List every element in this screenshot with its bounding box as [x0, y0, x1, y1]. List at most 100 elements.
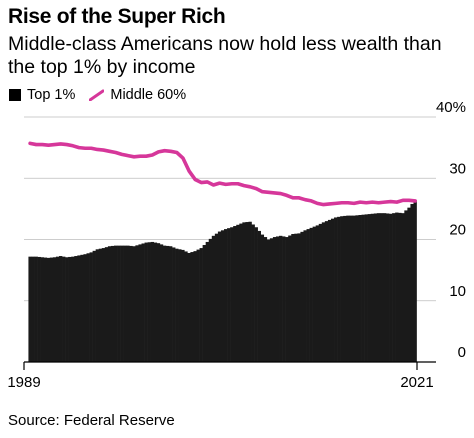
bar-top1 — [245, 222, 249, 362]
bar-top1 — [220, 230, 225, 362]
bar-top1 — [113, 245, 118, 362]
bar-top1 — [107, 246, 112, 362]
bar-top1 — [141, 243, 145, 362]
bar-top1 — [297, 233, 301, 362]
bar-top1 — [28, 256, 32, 362]
bar-top1 — [46, 257, 51, 362]
legend: Top 1% Middle 60% — [9, 87, 200, 103]
legend-swatch-middle60 — [89, 89, 105, 101]
legend-label-middle60: Middle 60% — [110, 87, 187, 103]
bar-top1 — [123, 245, 127, 362]
bar-top1 — [254, 227, 258, 362]
bar-top1 — [294, 233, 298, 362]
bar-top1 — [83, 254, 87, 362]
bar-top1 — [147, 242, 151, 362]
bar-top1 — [162, 245, 167, 362]
y-tick-label-30: 30 — [449, 160, 466, 177]
bar-top1 — [138, 244, 142, 362]
bar-top1 — [184, 251, 188, 362]
bar-top1 — [349, 215, 353, 362]
bar-top1 — [340, 216, 344, 362]
bar-top1 — [175, 248, 179, 362]
bar-top1 — [251, 224, 255, 362]
bar-top1 — [95, 249, 100, 362]
y-tick-label-0: 0 — [458, 344, 466, 361]
bar-top1 — [126, 245, 130, 362]
bar-top1 — [77, 255, 81, 362]
bar-top1 — [334, 217, 338, 362]
legend-item-top1: Top 1% — [9, 87, 75, 103]
bar-top1 — [269, 238, 274, 362]
bar-top1 — [227, 228, 231, 362]
bar-top1 — [74, 256, 78, 362]
bar-top1 — [120, 245, 124, 362]
bar-top1 — [144, 242, 148, 362]
bar-top1 — [392, 213, 396, 362]
bar-top1 — [65, 257, 69, 362]
bar-top1 — [288, 235, 292, 362]
bar-top1 — [34, 256, 38, 362]
bar-top1 — [324, 221, 329, 362]
bar-top1 — [404, 210, 408, 362]
bar-top1 — [358, 215, 362, 362]
legend-item-middle60: Middle 60% — [89, 87, 186, 103]
bar-top1 — [346, 215, 350, 362]
bar-top1 — [153, 242, 158, 362]
bar-top1 — [224, 229, 228, 362]
bar-top1 — [367, 214, 372, 362]
bar-top1 — [55, 256, 60, 362]
bar-top1 — [413, 200, 417, 362]
bar-top1 — [236, 224, 240, 362]
bar-top1 — [52, 257, 57, 362]
bar-top1 — [187, 252, 191, 362]
bar-top1 — [199, 248, 203, 362]
bar-top1 — [401, 213, 405, 362]
bar-top1 — [291, 233, 295, 362]
bar-top1 — [68, 256, 72, 362]
bar-top1 — [306, 229, 310, 362]
bar-top1 — [196, 249, 200, 362]
bar-top1 — [132, 246, 136, 362]
bar-top1 — [321, 222, 326, 362]
bar-top1 — [395, 212, 399, 362]
bar-top1 — [178, 249, 182, 362]
bar-top1 — [110, 245, 115, 362]
bar-top1 — [233, 226, 237, 362]
bar-top1 — [129, 245, 133, 362]
bar-top1 — [92, 250, 96, 362]
bar-top1 — [208, 238, 213, 362]
bar-top1 — [31, 256, 35, 362]
legend-label-top1: Top 1% — [27, 87, 76, 103]
bar-top1 — [318, 223, 323, 362]
legend-swatch-top1 — [9, 89, 21, 101]
y-tick-label-10: 10 — [449, 283, 466, 300]
line-middle60 — [28, 141, 417, 207]
bar-top1 — [71, 256, 75, 362]
bar-top1 — [86, 253, 90, 362]
axes — [23, 361, 436, 370]
y-tick-label-20: 20 — [449, 222, 466, 239]
bar-top1 — [242, 222, 246, 362]
bar-top1 — [300, 231, 304, 362]
bar-top1 — [58, 256, 63, 362]
bar-top1 — [370, 213, 375, 362]
bar-top1 — [282, 236, 286, 362]
bar-top1 — [327, 219, 332, 362]
bar-top1 — [214, 233, 219, 362]
bar-top1 — [49, 257, 54, 362]
bar-top1 — [364, 214, 368, 362]
bar-top1 — [172, 247, 176, 362]
bar-top1 — [98, 248, 103, 362]
bar-top1 — [303, 230, 307, 362]
bar-top1 — [379, 213, 384, 362]
bar-top1 — [248, 221, 252, 362]
bar-top1 — [410, 203, 414, 362]
bar-top1 — [361, 214, 365, 362]
bar-top1 — [272, 237, 277, 362]
bar-top1 — [398, 212, 402, 362]
bar-top1 — [330, 218, 335, 362]
bars-top1 — [28, 200, 417, 362]
bar-top1 — [285, 237, 289, 362]
bar-top1 — [40, 257, 45, 362]
chart-plot: 0 10 20 30 40% 1989 2021 — [7, 100, 466, 390]
